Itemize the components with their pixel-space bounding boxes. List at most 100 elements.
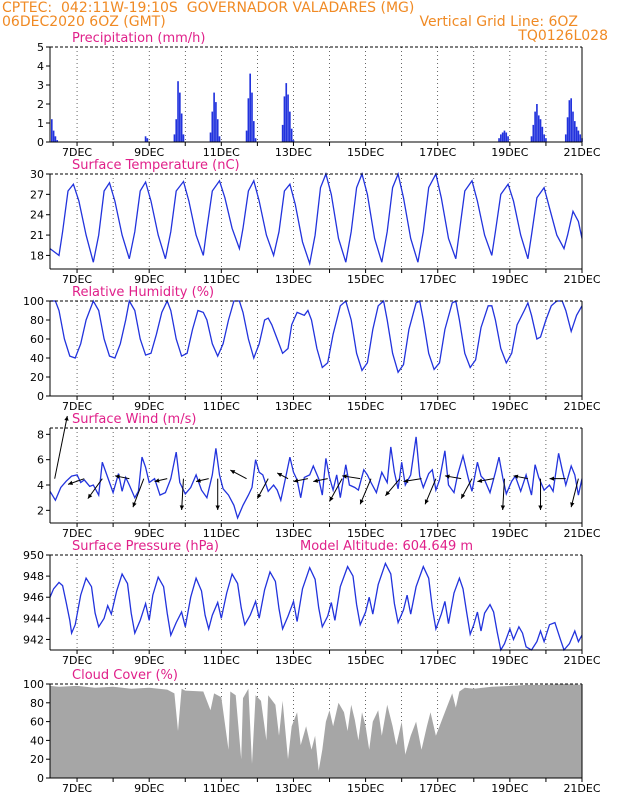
rh-x-tick-label: 9DEC — [134, 400, 164, 413]
precip-bar — [530, 136, 533, 142]
precip-y-tick-label: 2 — [37, 98, 44, 111]
wind-vector-head — [230, 470, 236, 475]
wind-y-tick-label: 6 — [37, 454, 44, 467]
precip-bar — [247, 98, 250, 142]
wind-vector-head — [570, 502, 575, 508]
precip-y-tick-label: 4 — [37, 60, 44, 73]
precip-bar — [56, 140, 59, 142]
wind-x-tick-label: 7DEC — [62, 527, 92, 540]
precip-x-tick-label: 11DEC — [203, 146, 240, 159]
header-model-id: TQ0126L028 — [518, 28, 608, 44]
precip-bar — [543, 134, 545, 142]
cloud-x-tick-label: 17DEC — [419, 782, 456, 795]
precip-bar — [573, 121, 576, 142]
rh-y-tick-label: 100 — [23, 295, 44, 308]
precip-y-tick-label: 0 — [37, 136, 44, 149]
wind-x-tick-label: 21DEC — [563, 527, 600, 540]
precip-bar — [532, 124, 535, 142]
precip-bar — [503, 130, 506, 142]
pressure-y-tick-label: 942 — [23, 633, 44, 646]
cloud-y-tick-label: 20 — [30, 753, 44, 766]
wind-vector — [132, 478, 145, 508]
rh-y-tick-label: 80 — [30, 314, 44, 327]
wind-x-tick-label: 15DEC — [347, 527, 384, 540]
cloud-x-tick-label: 19DEC — [491, 782, 528, 795]
wind-vector-head — [329, 496, 334, 502]
temp-y-tick-label: 27 — [30, 188, 44, 201]
wind-vector-head — [313, 478, 319, 483]
pressure-annotation: Model Altitude: 604.649 m — [300, 539, 473, 554]
pressure-y-tick-label: 948 — [23, 570, 44, 583]
wind-x-tick-label: 11DEC — [203, 527, 240, 540]
precip-bar — [287, 94, 289, 142]
precip-bar — [539, 119, 542, 142]
precip-bar — [501, 132, 504, 142]
pressure-x-tick-label: 13DEC — [275, 654, 312, 667]
wind-vector-head — [424, 499, 429, 505]
wind-x-tick-label: 17DEC — [419, 527, 456, 540]
precip-bar — [536, 104, 538, 142]
precip-bar — [251, 92, 253, 142]
precip-bar — [505, 132, 508, 142]
wind-vector-head — [538, 505, 543, 510]
cloud-y-tick-label: 60 — [30, 716, 44, 729]
precip-bar — [283, 96, 286, 142]
cloud-y-tick-label: 80 — [30, 697, 44, 710]
precip-bar — [50, 119, 53, 142]
rh-series-line — [50, 299, 583, 374]
precip-bar — [500, 134, 502, 142]
rh-x-tick-label: 7DEC — [62, 400, 92, 413]
temp-x-tick-label: 7DEC — [62, 273, 92, 286]
precip-x-tick-label: 21DEC — [563, 146, 600, 159]
temp-x-tick-label: 15DEC — [347, 273, 384, 286]
precip-y-tick-label: 3 — [37, 79, 44, 92]
pressure-x-tick-label: 9DEC — [134, 654, 164, 667]
precip-bar — [209, 132, 212, 142]
rh-x-tick-label: 13DEC — [275, 400, 312, 413]
precip-bar — [249, 73, 252, 142]
wind-vector-head — [477, 478, 483, 483]
precip-bar — [52, 130, 55, 142]
precip-bar — [289, 111, 291, 142]
precip-bar — [213, 92, 215, 142]
wind-x-tick-label: 13DEC — [275, 527, 312, 540]
pressure-x-tick-label: 21DEC — [563, 654, 600, 667]
precip-bar — [180, 113, 183, 142]
temp-y-tick-label: 21 — [30, 229, 44, 242]
cloud-y-tick-label: 100 — [23, 678, 44, 691]
wind-vector-head — [403, 478, 409, 483]
wind-vector-head — [87, 493, 93, 499]
temp-x-tick-label: 17DEC — [419, 273, 456, 286]
precip-y-tick-label: 5 — [37, 41, 44, 54]
pressure-x-tick-label: 11DEC — [203, 654, 240, 667]
precip-bar — [54, 136, 57, 142]
rh-title: Relative Humidity (%) — [72, 285, 214, 300]
precip-bar — [215, 102, 217, 142]
wind-vector-head — [385, 490, 390, 496]
wind-y-tick-label: 8 — [37, 428, 44, 441]
precip-bar — [146, 138, 149, 142]
pressure-y-tick-label: 944 — [23, 612, 44, 625]
wind-title: Surface Wind (m/s) — [72, 412, 196, 427]
rh-y-tick-label: 60 — [30, 333, 44, 346]
wind-vector-head — [293, 478, 299, 483]
precip-bar — [290, 128, 293, 142]
wind-vector-head — [359, 499, 364, 505]
temp-x-tick-label: 9DEC — [134, 273, 164, 286]
rh-y-tick-label: 20 — [30, 371, 44, 384]
header-grid-note: Vertical Grid Line: 6OZ — [419, 14, 578, 30]
precip-bar — [545, 138, 547, 142]
precip-bar — [179, 92, 181, 142]
precip-bar — [537, 115, 540, 142]
cloud-x-tick-label: 11DEC — [203, 782, 240, 795]
precip-x-tick-label: 17DEC — [419, 146, 456, 159]
temp-x-tick-label: 19DEC — [491, 273, 528, 286]
temp-y-tick-label: 18 — [30, 249, 44, 262]
pressure-x-tick-label: 17DEC — [419, 654, 456, 667]
wind-x-tick-label: 9DEC — [134, 527, 164, 540]
precip-bar — [173, 134, 176, 142]
header-datetime: 06DEC2020 6OZ (GMT) — [2, 14, 166, 30]
wind-vector-head — [342, 474, 347, 479]
precip-bar — [254, 138, 257, 142]
